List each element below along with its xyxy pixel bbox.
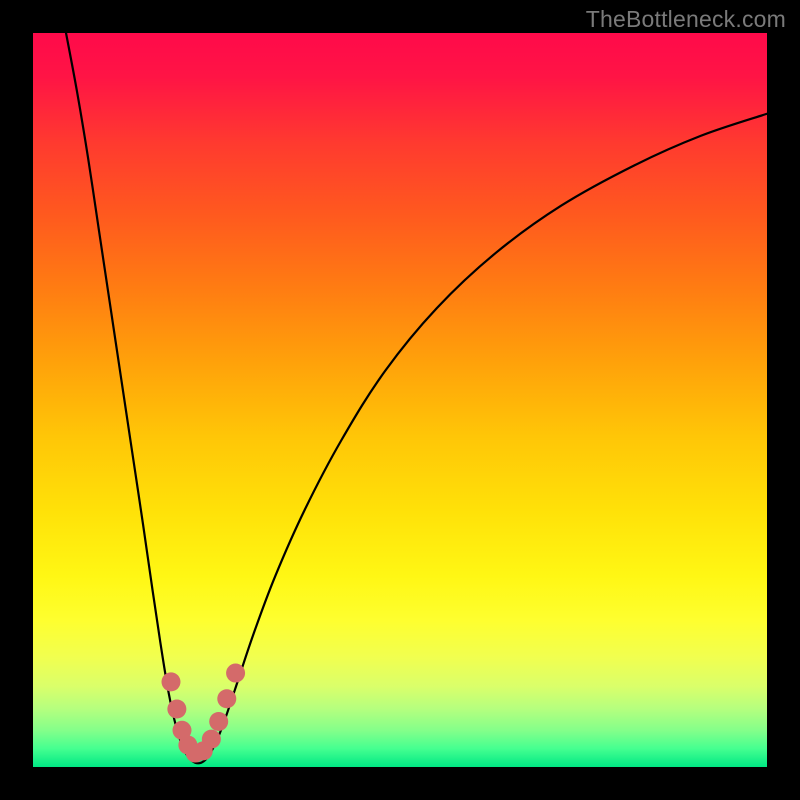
marker-dot <box>209 712 228 731</box>
marker-dot <box>161 672 180 691</box>
marker-dot <box>226 664 245 683</box>
marker-dot <box>217 689 236 708</box>
curve-layer <box>66 33 767 763</box>
marker-dot <box>202 730 221 749</box>
markers-layer <box>161 664 245 763</box>
watermark-text: TheBottleneck.com <box>586 6 786 33</box>
plot-area <box>33 33 767 767</box>
chart-svg <box>33 33 767 767</box>
marker-dot <box>167 700 186 719</box>
chart-stage: TheBottleneck.com <box>0 0 800 800</box>
bottleneck-curve <box>66 33 767 763</box>
